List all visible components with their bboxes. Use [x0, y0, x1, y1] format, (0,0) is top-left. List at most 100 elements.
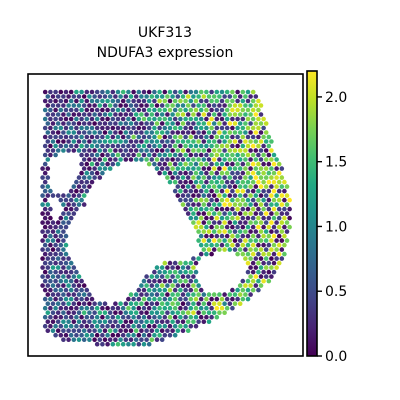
spot [63, 206, 69, 212]
spot [66, 283, 71, 288]
spot [185, 193, 191, 198]
spot [240, 188, 246, 194]
spot [115, 134, 121, 140]
spot [165, 166, 170, 171]
spot [48, 89, 53, 95]
spot [81, 319, 87, 325]
spot [222, 310, 227, 316]
spot [276, 260, 282, 266]
spot [79, 296, 84, 302]
spot [167, 89, 173, 95]
spot [152, 314, 157, 320]
spot [237, 202, 243, 207]
spot [230, 161, 235, 167]
spot [266, 161, 272, 167]
spot [196, 202, 201, 207]
spot [196, 103, 201, 108]
spot [183, 116, 188, 122]
spot [214, 305, 220, 311]
spot [224, 206, 230, 212]
spot [276, 242, 282, 248]
spot [214, 215, 220, 221]
spot [115, 98, 121, 104]
spot [206, 247, 212, 252]
spot [131, 143, 136, 149]
spot [48, 215, 53, 221]
spot [175, 265, 181, 270]
spot [256, 188, 261, 194]
spot [84, 332, 90, 338]
spot [170, 310, 175, 316]
spot [204, 170, 209, 176]
spot [48, 143, 53, 149]
spot [191, 94, 196, 99]
spot [274, 238, 279, 243]
spot [53, 98, 58, 104]
spot [146, 89, 152, 95]
spot [126, 305, 131, 311]
spot [201, 238, 207, 243]
spot [282, 188, 287, 194]
spot [107, 166, 113, 171]
spot [217, 175, 222, 180]
spot [92, 301, 97, 307]
spot [230, 89, 235, 95]
spot [53, 296, 58, 302]
spot [266, 278, 272, 284]
spot [149, 328, 155, 334]
spot [81, 301, 87, 307]
spot [146, 332, 152, 338]
spot [258, 148, 264, 153]
spot [94, 305, 100, 311]
spot [165, 139, 170, 144]
spot [128, 112, 134, 117]
spot [71, 94, 77, 99]
spot [204, 134, 209, 140]
spot [237, 184, 243, 189]
spot [139, 283, 144, 288]
spot [63, 314, 69, 320]
spot [84, 179, 90, 185]
spot [154, 112, 160, 117]
spot [92, 121, 97, 126]
spot [131, 341, 136, 347]
spot [266, 152, 272, 158]
spot [170, 130, 175, 135]
spot [167, 332, 173, 338]
spot [141, 89, 147, 95]
spot [222, 292, 227, 297]
spot [157, 116, 162, 122]
spot [81, 121, 87, 126]
spot [74, 269, 79, 275]
spot [74, 179, 79, 185]
spot [209, 161, 214, 167]
spot [48, 116, 53, 122]
spot [71, 283, 77, 288]
spot [48, 188, 53, 194]
spot [217, 202, 222, 207]
spot [266, 251, 272, 257]
spot [79, 278, 84, 284]
spot [261, 215, 266, 221]
spot [45, 94, 51, 99]
spot [250, 269, 256, 275]
spot [279, 175, 285, 180]
spot [230, 305, 235, 311]
spot [74, 89, 79, 95]
spot [245, 278, 251, 284]
spot [123, 328, 129, 334]
spot [245, 296, 251, 302]
spot [201, 301, 207, 307]
spot [159, 139, 165, 144]
spot [172, 305, 178, 311]
spot [284, 238, 290, 243]
spot [89, 323, 95, 329]
spot [279, 193, 285, 198]
spot [198, 161, 204, 167]
spot [172, 260, 178, 266]
spot [157, 332, 162, 338]
spot [149, 310, 155, 316]
spot [105, 143, 110, 149]
spot [128, 292, 134, 297]
spot [243, 292, 248, 297]
